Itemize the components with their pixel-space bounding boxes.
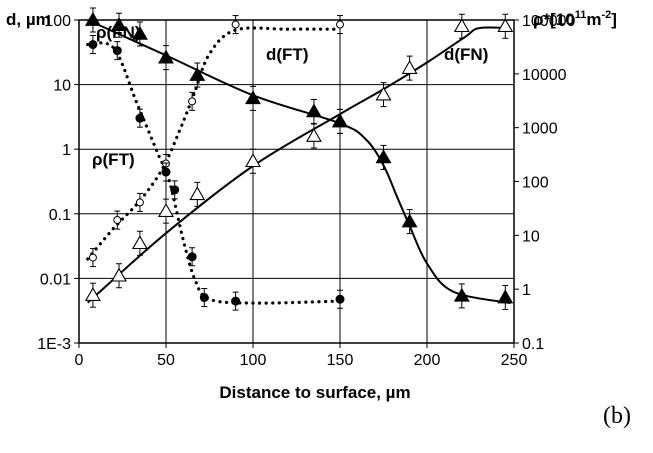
x-tick-label: 0 [75, 352, 84, 369]
point-ft [199, 293, 209, 303]
point-d-ft [135, 198, 144, 207]
x-tick-label: 50 [157, 352, 175, 369]
x-tick-label: 250 [501, 352, 528, 369]
point-ft [161, 167, 171, 177]
point-fn [401, 213, 418, 228]
right-axis-title: ρ*[1011m-2] [533, 9, 617, 29]
y-right-tick-label: 10000 [522, 67, 567, 84]
y-left-tick-label: 0.01 [40, 271, 71, 288]
plot-frame [74, 19, 519, 348]
point-fn [84, 11, 101, 26]
point-ft [170, 185, 180, 195]
series-line-d-ft [86, 26, 342, 261]
point-d-fn [497, 18, 514, 33]
point-fn [497, 289, 514, 304]
y-right-tick-label: 1000 [522, 121, 558, 138]
point-fn [375, 149, 392, 164]
point-d-fn [375, 86, 392, 101]
annotation-rho-ft: ρ(FT) [92, 150, 135, 169]
point-d-ft [88, 253, 97, 262]
point-ft [88, 40, 98, 50]
y-right-tick-label: 100 [522, 175, 549, 192]
plot-border [78, 19, 515, 344]
point-d-fn [401, 59, 418, 74]
y-right-tick-label: 10 [522, 228, 540, 245]
point-d-fn [189, 186, 206, 201]
point-d-ft [336, 20, 344, 29]
y-right-tick-label: 100000 [522, 13, 575, 30]
point-d-fn [453, 18, 470, 33]
point-fn [245, 90, 261, 105]
point-d-ft [113, 216, 122, 225]
point-d-fn [245, 153, 261, 168]
tick-labels: 0 50 100 150 200 250 1E-3 0.01 0.1 1 10 100 0.1 1 10 10… [37, 13, 575, 369]
point-ft [135, 113, 145, 123]
x-tick-label: 100 [240, 352, 267, 369]
annotation-d-ft: d(FT) [266, 45, 308, 64]
point-fn [332, 113, 348, 128]
point-fn [158, 49, 174, 64]
x-tick-label: 200 [414, 352, 441, 369]
point-d-fn [131, 235, 148, 250]
point-fn [131, 25, 148, 40]
point-d-fn [305, 127, 322, 142]
point-fn [305, 103, 322, 118]
y-left-tick-label: 0.1 [49, 207, 71, 224]
point-d-ft [231, 20, 240, 29]
panel-label: (b) [603, 403, 631, 429]
point-d-fn [84, 287, 101, 301]
y-left-tick-label: 1E-3 [37, 336, 71, 353]
series-line-ft [86, 41, 342, 305]
data-markers [84, 7, 514, 311]
point-ft [335, 294, 345, 304]
point-ft [112, 46, 122, 56]
point-d-fn [111, 267, 127, 282]
y-left-tick-label: 100 [44, 13, 71, 30]
point-fn [189, 66, 206, 81]
point-ft [187, 252, 197, 262]
point-d-ft [188, 97, 197, 106]
point-d-fn [158, 202, 174, 217]
y-left-tick-label: 1 [62, 142, 71, 159]
left-axis-title: d, µm [6, 10, 51, 29]
annotation-d-fn: d(FN) [444, 45, 488, 64]
y-left-tick-label: 10 [53, 78, 71, 95]
point-fn [111, 17, 127, 32]
x-tick-label: 150 [327, 352, 354, 369]
grid [79, 20, 514, 343]
series-line-d-fn [87, 26, 511, 304]
x-axis-title: Distance to surface, µm [219, 383, 410, 402]
point-ft [231, 296, 241, 306]
point-fn [453, 287, 470, 302]
y-right-tick-label: 1 [522, 282, 531, 299]
annotation-rho-fn: ρ(FN) [96, 23, 141, 42]
y-right-tick-label: 0.1 [522, 336, 544, 353]
